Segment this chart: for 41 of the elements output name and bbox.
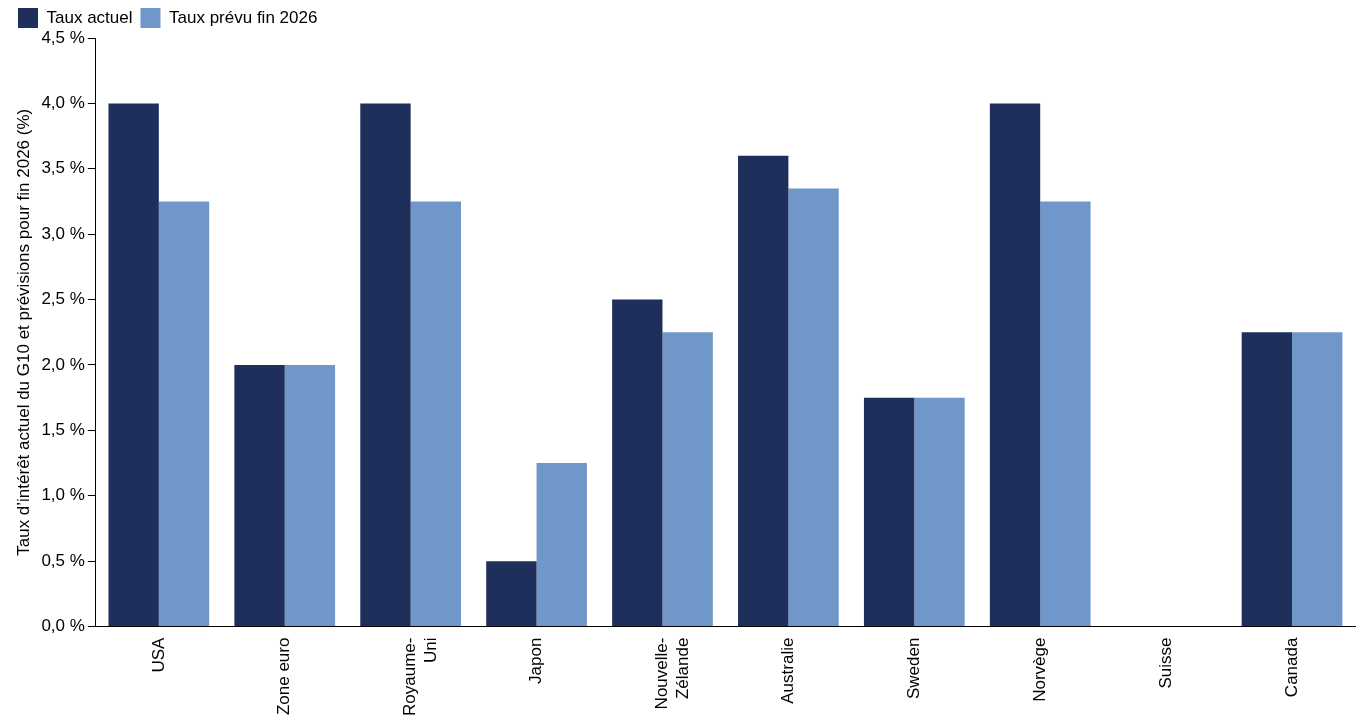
bar bbox=[788, 188, 839, 627]
bar bbox=[989, 103, 1041, 627]
x-tick-label: Royaume-Uni bbox=[400, 637, 440, 716]
bar bbox=[284, 364, 336, 627]
y-tick-label: 3,5 % bbox=[41, 158, 85, 178]
bar bbox=[1292, 332, 1343, 627]
bar bbox=[738, 155, 789, 627]
bar bbox=[1040, 201, 1091, 627]
x-tick-label: Norvège bbox=[1029, 637, 1049, 702]
x-tick-label: USA bbox=[148, 636, 168, 673]
y-tick-label: 1,0 % bbox=[41, 485, 85, 505]
y-tick-label: 3,0 % bbox=[41, 223, 85, 243]
bar bbox=[108, 103, 159, 627]
x-tick-label: Canada bbox=[1281, 637, 1301, 698]
y-axis-title: Taux d’intérêt actuel du G10 et prévisions pour fin 2026 (%) bbox=[13, 108, 33, 556]
bar bbox=[234, 364, 285, 627]
y-tick-label: 2,0 % bbox=[41, 354, 85, 374]
bar bbox=[158, 201, 210, 627]
x-tick-label: Suisse bbox=[1155, 637, 1175, 689]
y-tick-label: 4,5 % bbox=[41, 27, 85, 47]
legend-label: Taux prévu fin 2026 bbox=[169, 7, 318, 27]
bar bbox=[536, 463, 587, 627]
x-tick-label: Zone euro bbox=[274, 637, 294, 716]
x-tick-label: Australie bbox=[778, 637, 798, 704]
y-tick-label: 1,5 % bbox=[41, 420, 85, 440]
bar bbox=[612, 299, 663, 627]
bar bbox=[410, 201, 462, 627]
y-tick-label: 2,5 % bbox=[41, 289, 85, 309]
x-tick-label: Sweden bbox=[903, 637, 923, 700]
y-tick-label: 0,5 % bbox=[41, 550, 85, 570]
bar bbox=[360, 103, 411, 627]
bar bbox=[662, 332, 713, 627]
legend-label: Taux actuel bbox=[46, 7, 133, 27]
bar bbox=[914, 397, 965, 627]
bar bbox=[863, 397, 915, 627]
bar bbox=[1241, 332, 1293, 627]
x-tick-label: Japon bbox=[526, 637, 546, 684]
y-tick-label: 4,0 % bbox=[41, 93, 85, 113]
x-tick-label: Nouvelle-Zélande bbox=[652, 637, 692, 710]
bar bbox=[486, 561, 537, 627]
y-tick-label: 0,0 % bbox=[41, 616, 85, 636]
